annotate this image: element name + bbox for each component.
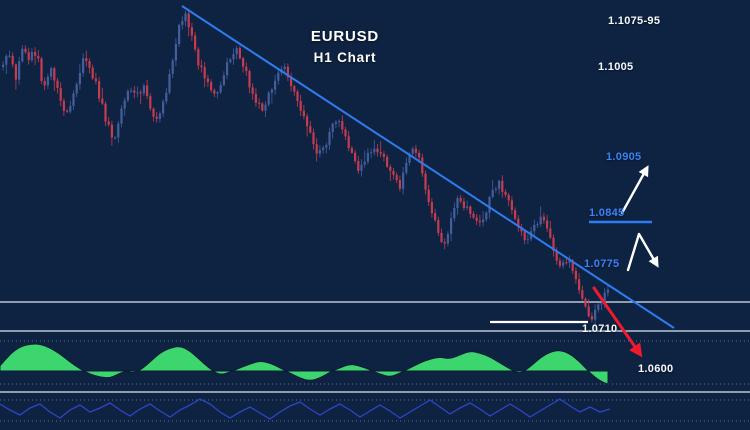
green-oscillator-area [0, 343, 609, 385]
price-label-1-1005: 1.1005 [598, 61, 634, 73]
down-arrow-to-1-0600 [592, 286, 643, 358]
price-label-1-0845: 1.0845 [589, 207, 625, 219]
price-label-1-0710: 1.0710 [582, 323, 618, 335]
timeframe-label: H1 Chart [313, 50, 377, 65]
price-label-1-1075-95: 1.1075-95 [608, 15, 661, 27]
blue-oscillator-line [0, 398, 611, 420]
pane-separators [0, 301, 750, 393]
level-lines [490, 220, 652, 324]
chart-title: EURUSD H1 Chart [283, 26, 407, 68]
bounce-reject-arrow [626, 232, 659, 272]
price-label-1-0775: 1.0775 [584, 258, 620, 270]
up-arrow-to-1-0905 [620, 165, 649, 215]
descending-trendline [181, 5, 675, 329]
dotted-grid-lines [0, 340, 750, 422]
symbol-label: EURUSD [310, 28, 380, 45]
price-label-1-0905: 1.0905 [606, 151, 642, 163]
price-label-1-0600: 1.0600 [638, 363, 674, 375]
